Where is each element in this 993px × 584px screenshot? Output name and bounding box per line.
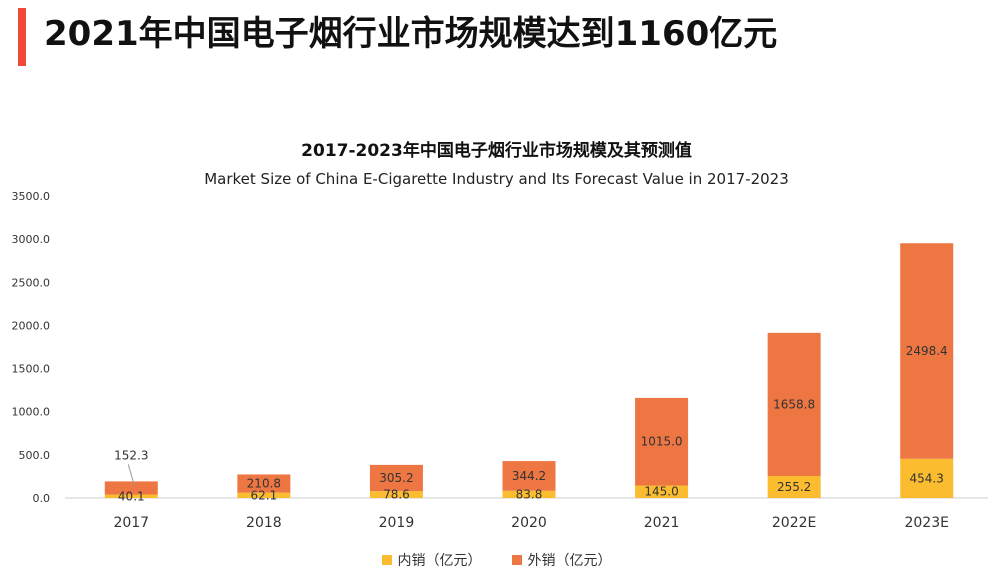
data-label-export: 2498.4 xyxy=(906,344,948,358)
bar-domestic xyxy=(104,494,158,498)
x-tick-label: 2017 xyxy=(113,515,149,531)
bar-export xyxy=(635,397,689,486)
data-label-domestic: 145.0 xyxy=(644,485,678,499)
y-tick-label: 3000.0 xyxy=(12,233,51,246)
data-label-export: 210.8 xyxy=(247,477,281,491)
data-label-export: 305.2 xyxy=(379,471,413,485)
bar-domestic xyxy=(767,475,821,498)
data-label-export: 152.3 xyxy=(114,448,148,462)
bar-export xyxy=(369,464,423,492)
bar-domestic xyxy=(369,491,423,498)
chart-subtitle: Market Size of China E-Cigarette Industr… xyxy=(204,170,789,188)
bar-domestic xyxy=(502,490,556,498)
bar-export xyxy=(502,461,556,491)
legend-label-export: 外销（亿元） xyxy=(527,553,612,569)
x-tick-label: 2018 xyxy=(246,515,282,531)
bar-domestic xyxy=(237,492,291,498)
legend-item-domestic: 内销（亿元） xyxy=(381,550,482,570)
legend-swatch-domestic xyxy=(381,555,392,565)
data-label-domestic: 83.8 xyxy=(516,487,543,501)
y-tick-label: 2000.0 xyxy=(12,319,51,332)
data-label-domestic: 78.6 xyxy=(383,488,410,502)
bar-export xyxy=(104,481,158,495)
chart-title: 2017-2023年中国电子烟行业市场规模及其预测值 xyxy=(301,141,692,161)
legend-swatch-export xyxy=(511,555,522,565)
chart-legend: 内销（亿元） 外销（亿元） xyxy=(0,550,993,570)
label-leader-line xyxy=(127,464,135,486)
y-tick-label: 0.0 xyxy=(33,492,51,505)
y-tick-label: 500.0 xyxy=(19,449,51,462)
data-label-domestic: 255.2 xyxy=(777,480,811,494)
y-tick-label: 1000.0 xyxy=(12,406,51,419)
data-label-export: 1658.8 xyxy=(773,397,815,411)
data-label-export: 1015.0 xyxy=(641,435,683,449)
bar-domestic xyxy=(900,458,954,498)
legend-item-export: 外销（亿元） xyxy=(511,550,612,570)
x-tick-label: 2023E xyxy=(904,515,948,531)
data-label-export: 344.2 xyxy=(512,469,546,483)
x-tick-label: 2020 xyxy=(511,515,547,531)
x-tick-label: 2021 xyxy=(644,515,680,531)
bar-export xyxy=(767,332,821,476)
x-tick-label: 2022E xyxy=(772,515,816,531)
bar-domestic xyxy=(635,485,689,498)
x-tick-label: 2019 xyxy=(379,515,415,531)
page-title: 2021年中国电子烟行业市场规模达到1160亿元 xyxy=(44,14,778,54)
y-tick-label: 1500.0 xyxy=(12,363,51,376)
legend-label-domestic: 内销（亿元） xyxy=(397,553,482,569)
title-accent-bar xyxy=(18,8,26,66)
bar-export xyxy=(237,474,291,493)
y-tick-label: 3500.0 xyxy=(12,190,51,203)
y-tick-label: 2500.0 xyxy=(12,276,51,289)
data-label-domestic: 40.1 xyxy=(118,489,145,503)
data-label-domestic: 454.3 xyxy=(910,471,944,485)
bar-export xyxy=(900,243,954,459)
data-label-domestic: 62.1 xyxy=(250,488,277,502)
